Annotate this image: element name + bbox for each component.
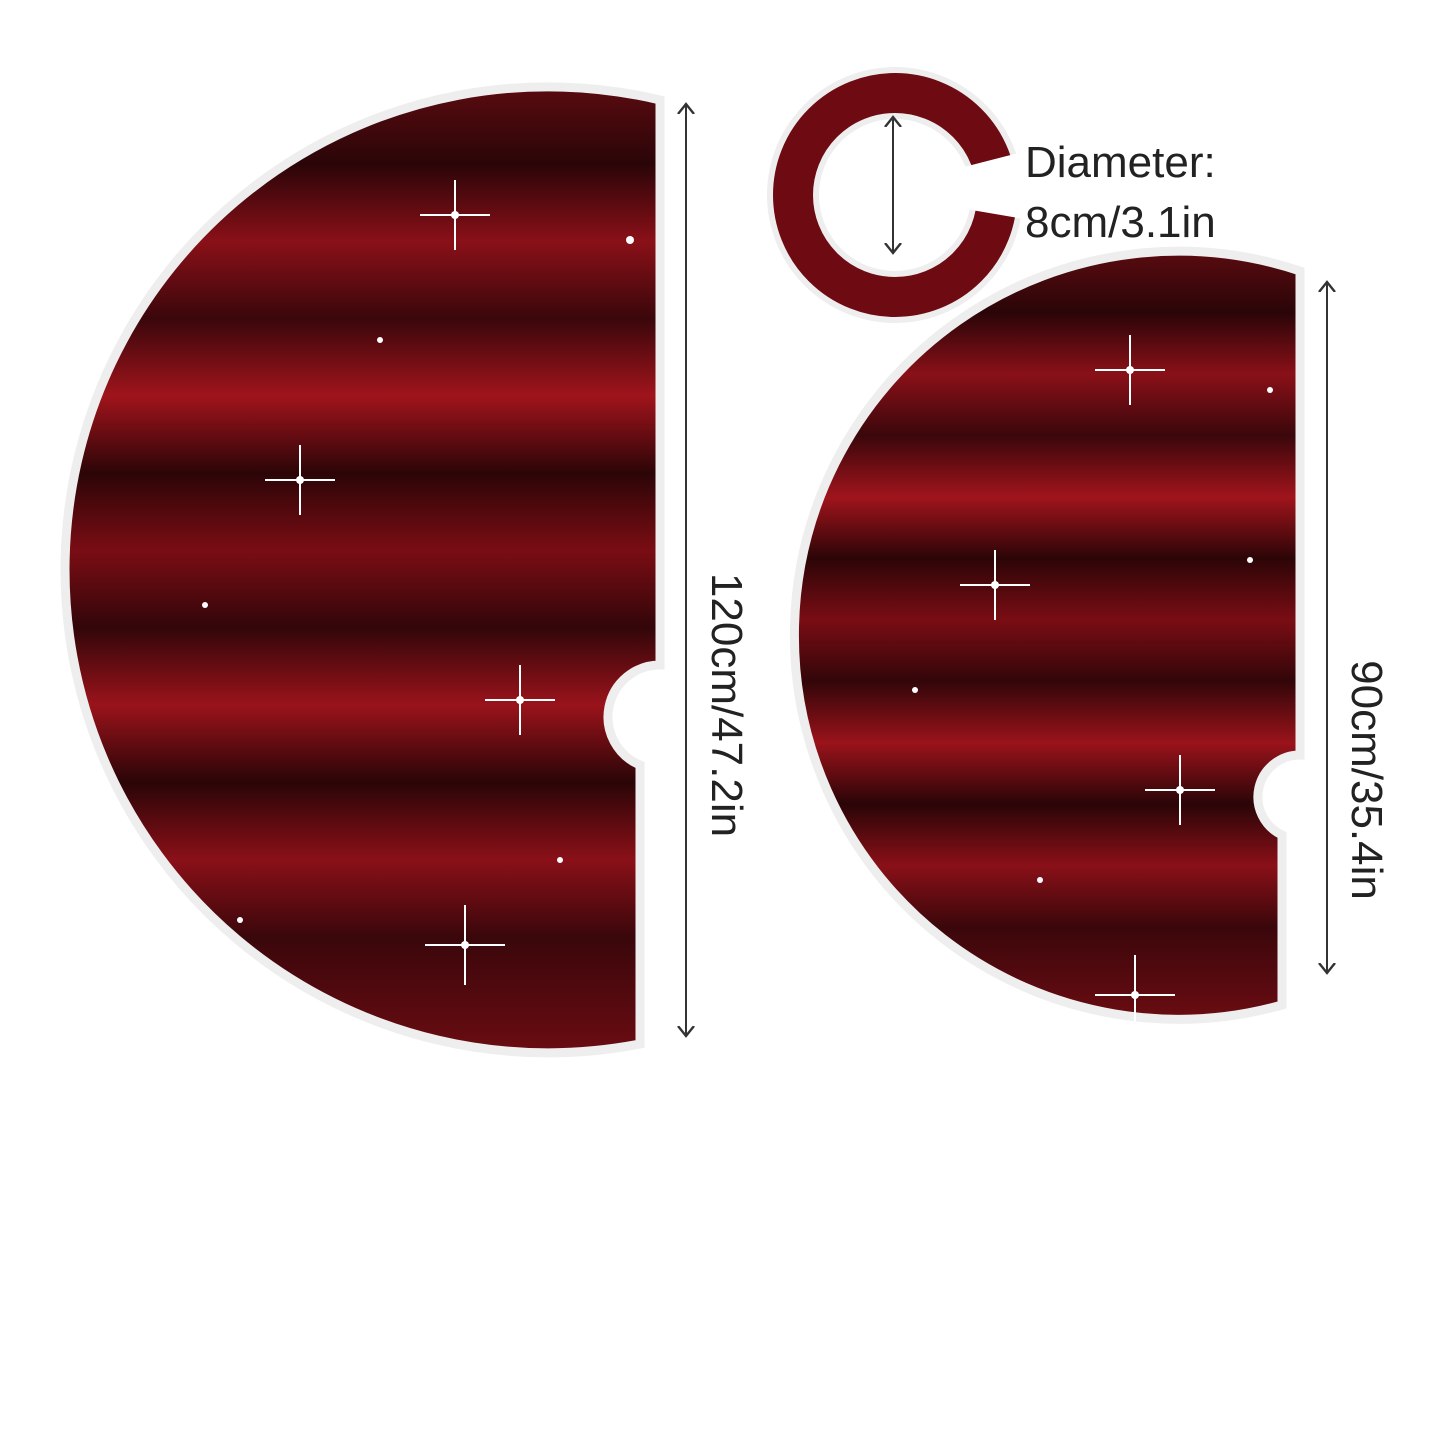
small-skirt	[789, 246, 1305, 1024]
large-skirt	[60, 82, 665, 1058]
large-size-label: 120cm/47.2in	[702, 573, 751, 837]
ring-gap	[960, 150, 1030, 220]
diameter-size: 8cm/3.1in	[1025, 198, 1216, 247]
diameter-label: Diameter:	[1025, 138, 1216, 187]
small-size-label: 90cm/35.4in	[1342, 660, 1391, 900]
sparkle-rays	[265, 180, 1215, 1035]
